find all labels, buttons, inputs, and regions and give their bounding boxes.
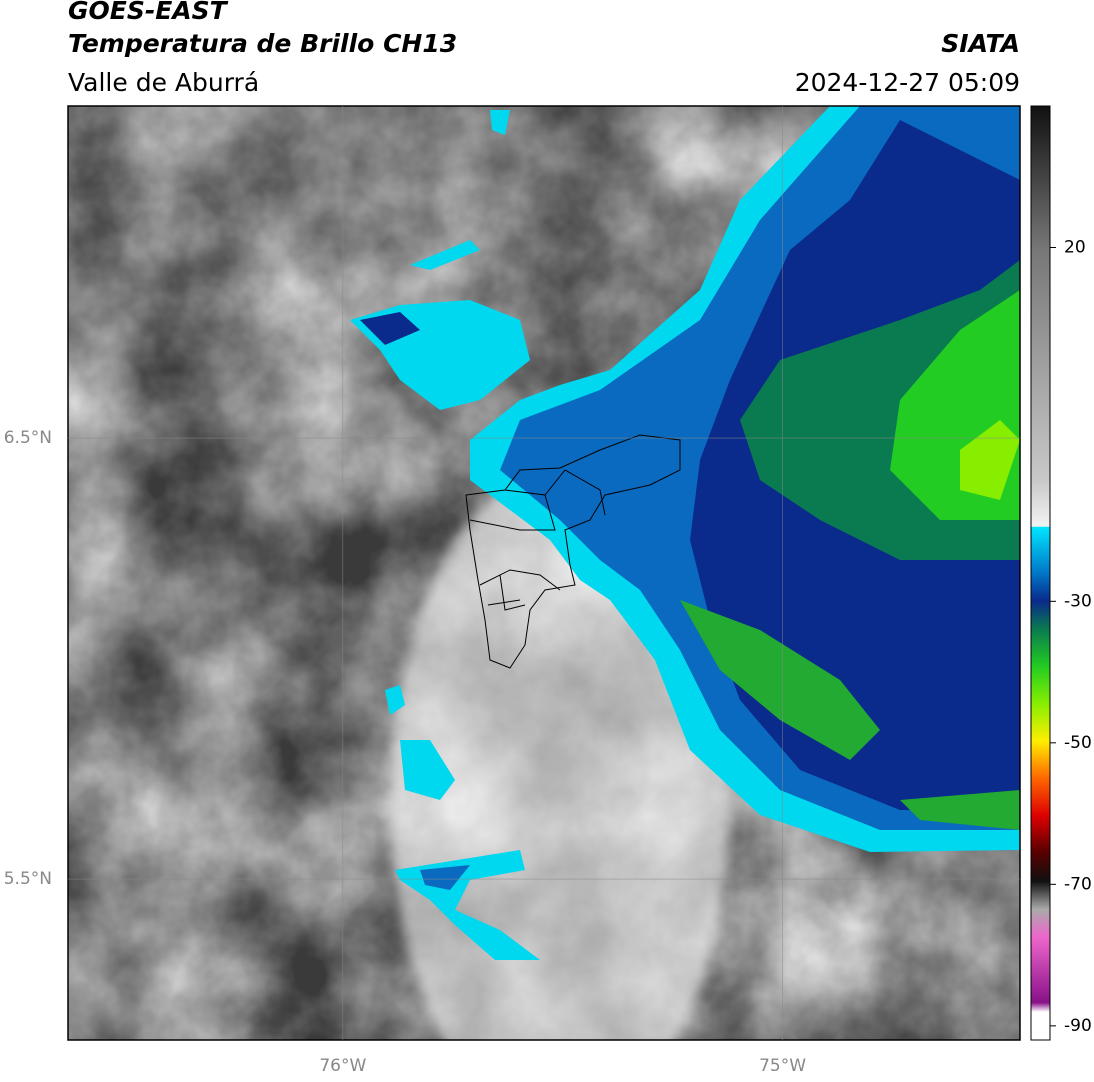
x-tick-label: 76°W [319,1056,366,1076]
title: GOES-EAST [68,0,229,25]
cold-clouds [350,106,1020,960]
datetime: 2024-12-27 05:09 [795,68,1020,97]
municipal-boundaries [465,434,681,669]
map-frame [67,105,1021,1041]
region: Valle de Aburrá [68,68,259,97]
subtitle: Temperatura de Brillo CH13 [68,29,457,58]
colorbar-tick-label: -90 [1064,1016,1092,1036]
y-tick-label: 5.5°N [4,869,52,889]
map-image [68,106,1020,1040]
colorbar [1030,105,1051,1041]
y-tick-label: 6.5°N [4,428,52,448]
source: SIATA [941,29,1020,58]
colorbar-tick-label: -30 [1064,591,1092,611]
colorbar-tick-label: -50 [1064,733,1092,753]
colorbar-tick-label: -70 [1064,874,1092,894]
colorbar-tick-label: 20 [1064,238,1086,258]
x-tick-label: 75°W [759,1056,806,1076]
